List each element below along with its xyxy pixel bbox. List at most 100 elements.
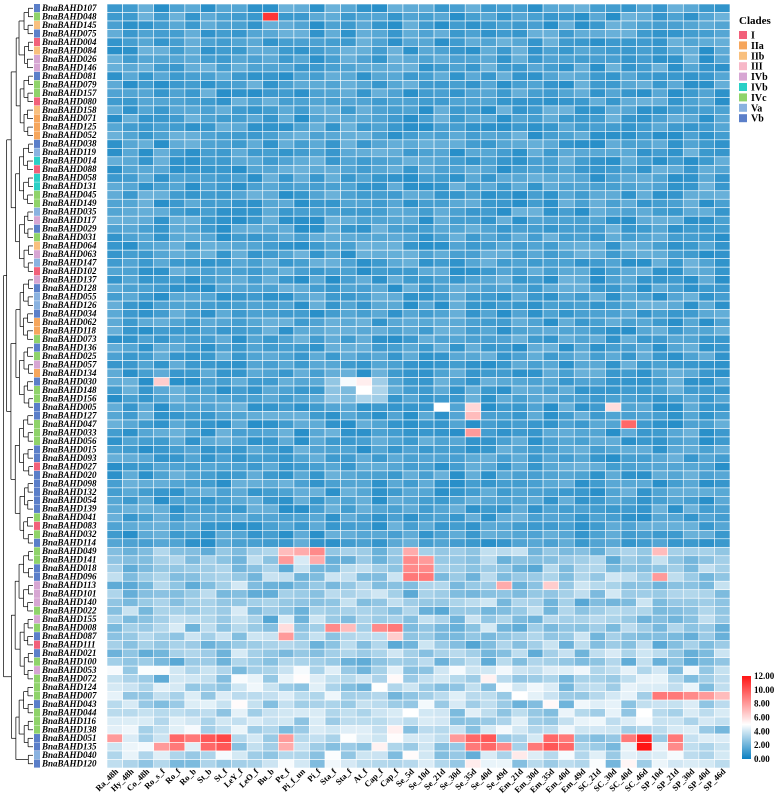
heatmap-cell [589,181,606,192]
row-label: BnaBAHD147 [41,258,97,268]
row-label: BnaBAHD055 [41,292,97,302]
heatmap-cell [340,351,357,361]
heatmap-cell [698,606,715,616]
heatmap-cell [324,419,341,429]
heatmap-cell [558,436,575,446]
heatmap-cell [309,54,326,64]
heatmap-cell [246,419,264,429]
heatmap-cell [231,343,248,353]
heatmap-cell [573,631,591,641]
heatmap-cell [418,504,435,514]
heatmap-cell [573,173,591,183]
heatmap-cell [262,750,279,760]
heatmap-cell [636,12,653,22]
heatmap-cell [651,317,669,327]
heatmap-cell [293,623,310,633]
heatmap-cell [293,513,310,523]
heatmap-cell [371,241,388,251]
heatmap-cell [542,436,559,446]
heatmap-cell [589,733,606,743]
heatmap-cell [387,385,404,395]
heatmap-cell [433,580,450,591]
heatmap-cell [433,614,450,624]
heatmap-cell [527,131,544,141]
heatmap-cell [293,657,310,667]
heatmap-cell [293,63,310,73]
heatmap-cell [620,3,637,13]
heatmap-cell [527,114,544,124]
heatmap-cell [215,606,232,616]
heatmap-cell [324,292,341,302]
heatmap-cell [169,3,186,13]
heatmap-cell [480,20,497,30]
heatmap-cell [480,46,497,56]
heatmap-cell [636,241,653,251]
heatmap-cell [480,368,497,378]
heatmap-cell [682,487,700,497]
heatmap-cell [449,733,466,743]
heatmap-cell [106,725,123,735]
heatmap-cell [698,504,715,514]
heatmap-cell [153,12,170,22]
heatmap-cell [589,266,606,276]
row-label: BnaBAHD156 [41,393,97,403]
heatmap-cell [137,190,155,200]
clade-strip-cell [34,564,40,573]
heatmap-cell [480,351,497,361]
heatmap-cell [418,368,435,378]
heatmap-cell [636,207,653,217]
heatmap-cell [293,597,310,608]
heatmap-cell [542,589,559,599]
heatmap-cell [293,750,310,760]
heatmap-cell [433,428,450,438]
heatmap-cell [215,105,232,115]
heatmap-cell [309,3,326,13]
heatmap-cell [262,504,279,514]
heatmap-cell [480,97,497,107]
heatmap-cell [682,377,700,387]
heatmap-cell [589,436,606,446]
heatmap-cell [636,249,653,259]
heatmap-cell [636,496,653,506]
row-label: BnaBAHD015 [41,444,97,454]
heatmap-cell [682,360,700,370]
heatmap-cell [651,181,669,192]
clade-strip-cell [34,700,40,709]
heatmap-cell [651,750,669,760]
heatmap-cell [449,453,466,463]
heatmap-cell [122,317,139,327]
heatmap-cell [480,148,497,158]
heatmap-cell [371,699,388,709]
heatmap-cell [293,530,310,540]
heatmap-cell [340,589,357,599]
heatmap-cell [527,164,544,175]
heatmap-cell [387,190,404,200]
heatmap-cell [402,292,419,302]
heatmap-cell [433,326,450,336]
heatmap-cell [262,181,279,192]
heatmap-cell [387,419,404,429]
heatmap-cell [153,419,170,429]
heatmap-cell [620,555,637,565]
heatmap-cell [324,462,341,472]
heatmap-cell [667,224,684,234]
heatmap-cell [293,759,310,769]
heatmap-cell [682,385,700,395]
heatmap-cell [496,3,513,13]
heatmap-cell [278,3,295,13]
heatmap-cell [542,428,559,438]
heatmap-cell [137,394,155,404]
heatmap-cell [402,479,419,489]
heatmap-cell [355,71,373,81]
heatmap-cell [200,385,217,395]
heatmap-cell [231,156,248,166]
heatmap-cell [636,122,653,132]
heatmap-cell [620,657,637,667]
heatmap-cell [246,665,264,675]
heatmap-cell [324,71,341,81]
heatmap-cell [589,215,606,226]
heatmap-cell [184,224,201,234]
heatmap-cell [636,530,653,540]
heatmap-cell [355,198,373,209]
heatmap-cell [387,716,404,726]
